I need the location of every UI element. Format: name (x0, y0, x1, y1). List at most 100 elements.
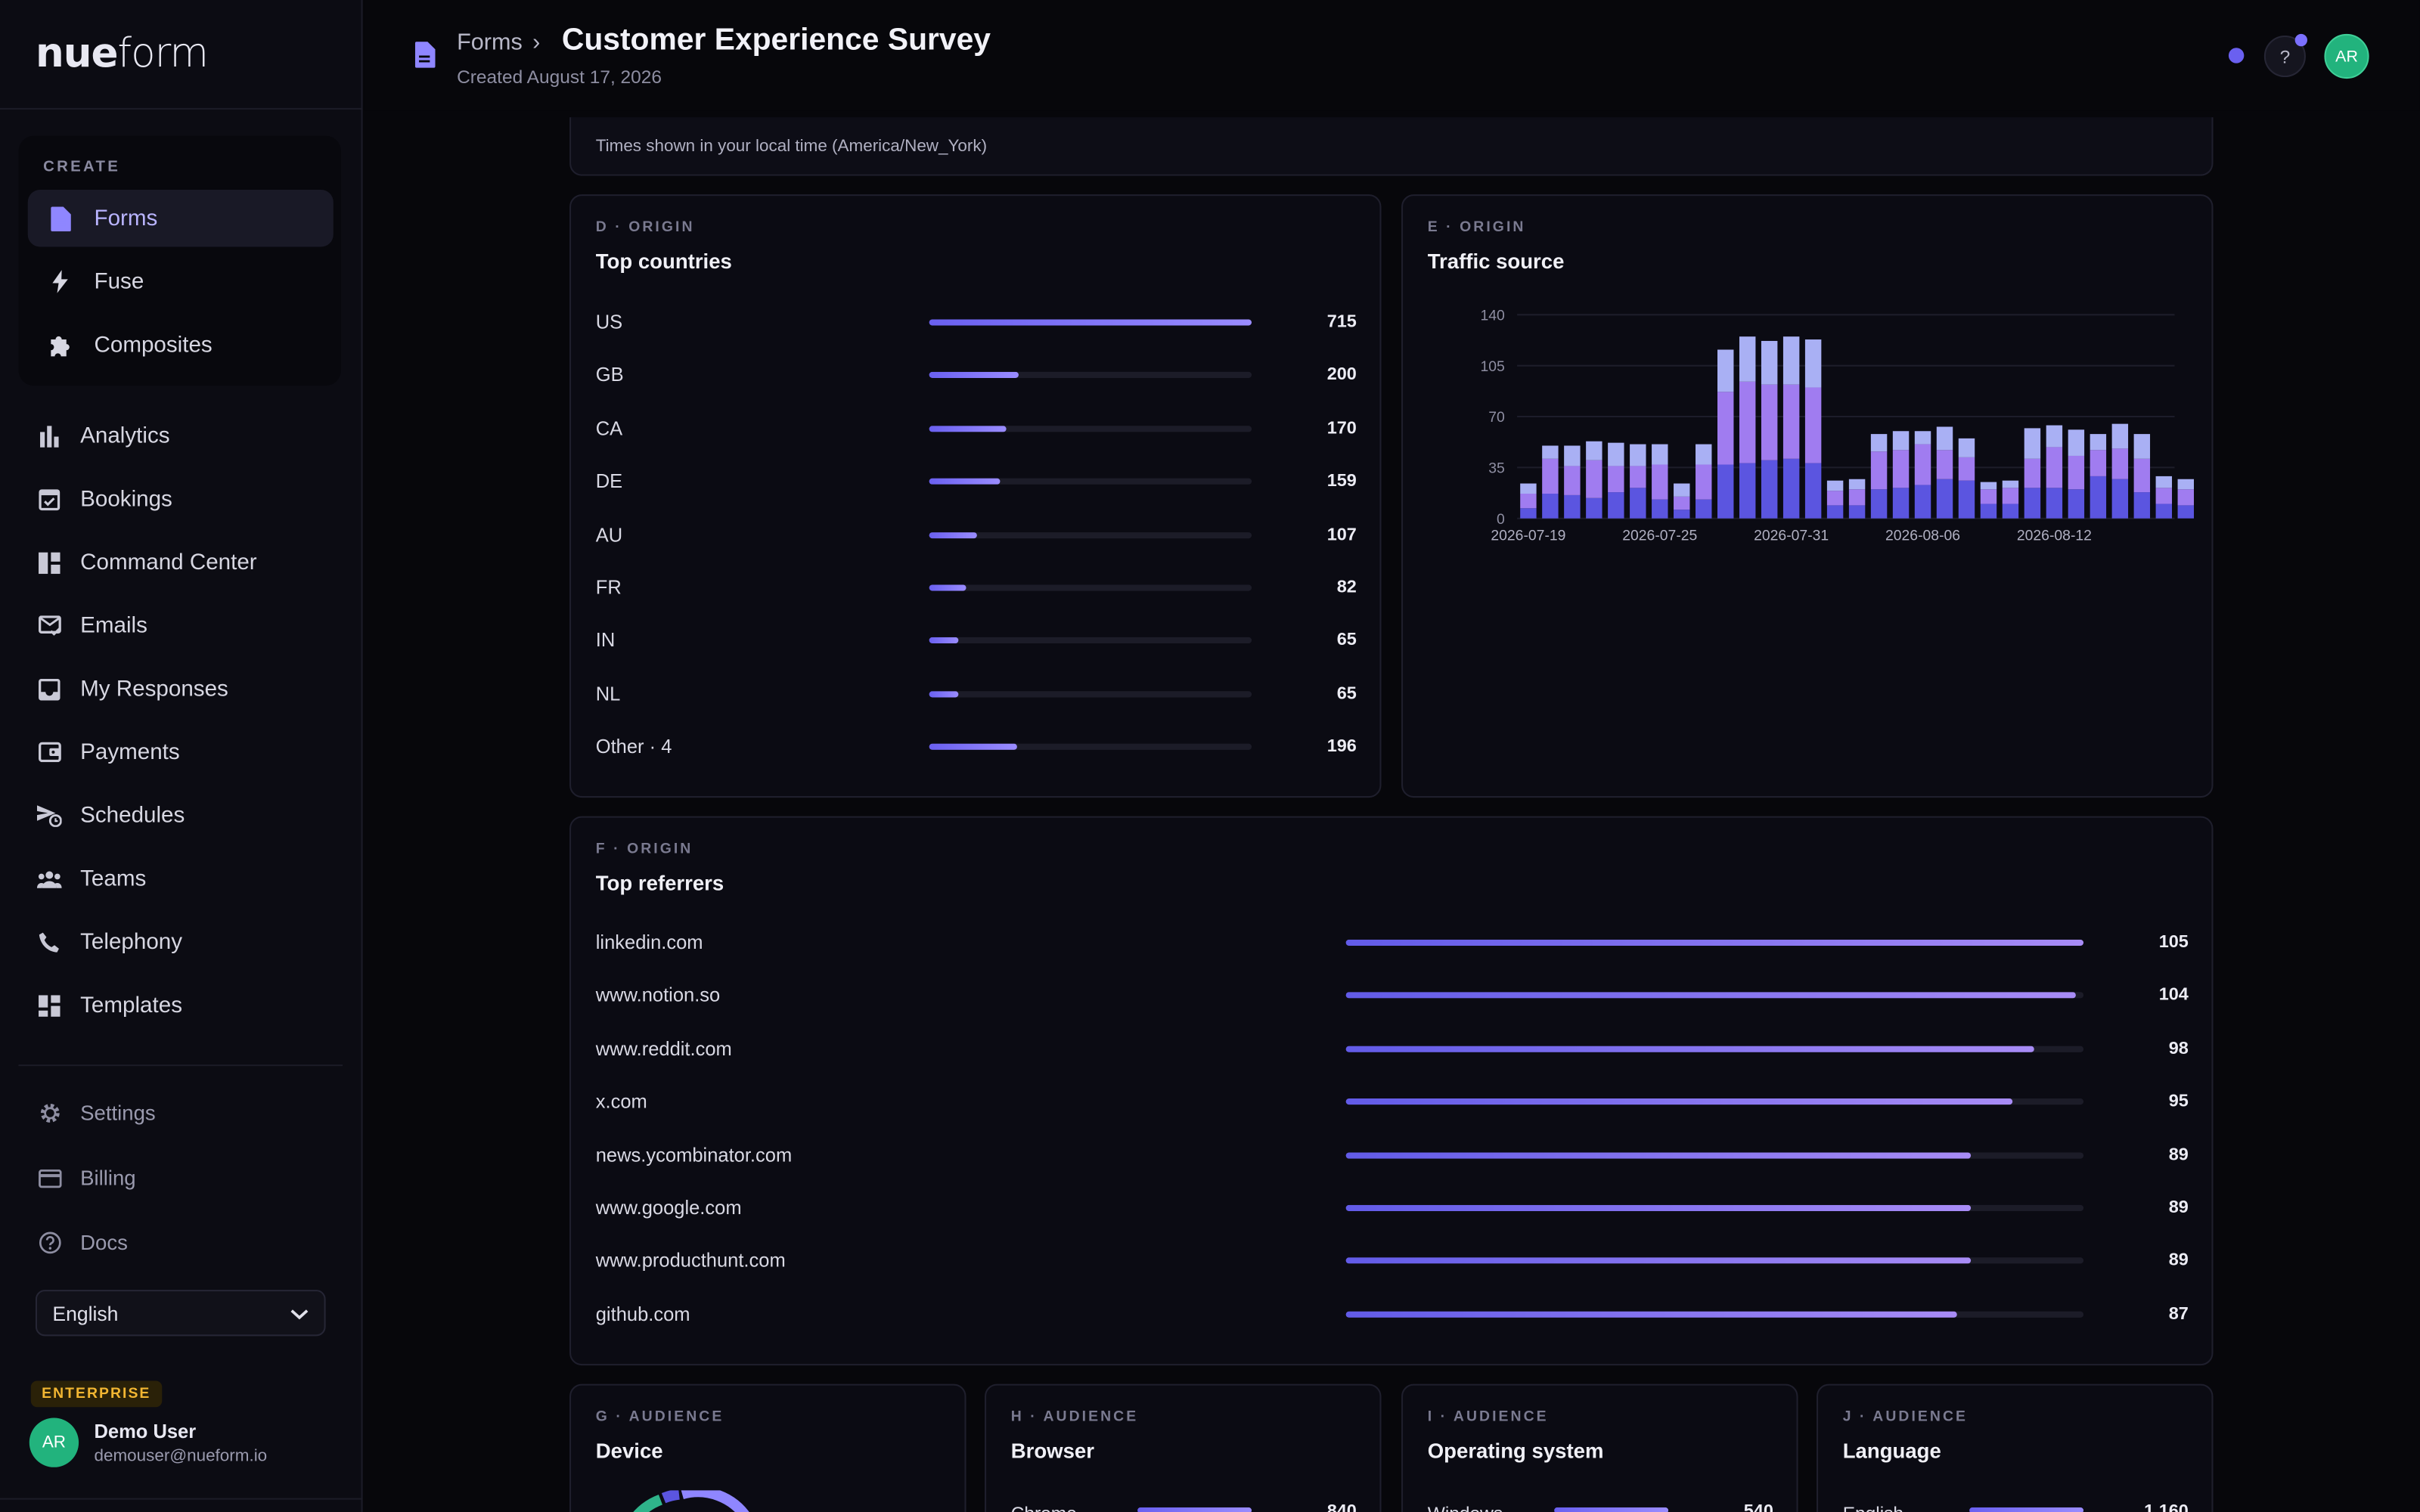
bar-segment[interactable] (2111, 448, 2129, 479)
bar-segment[interactable] (1782, 336, 1800, 385)
bar-segment[interactable] (1717, 392, 1734, 465)
user-avatar[interactable]: AR (29, 1418, 79, 1467)
bar-segment[interactable] (1958, 457, 1975, 481)
bar-segment[interactable] (1848, 505, 1866, 519)
bar-segment[interactable] (2024, 428, 2041, 459)
bar-segment[interactable] (1586, 460, 1602, 498)
breadcrumb-forms[interactable]: Forms (457, 29, 523, 56)
bar-segment[interactable] (1870, 451, 1888, 490)
bar-segment[interactable] (2046, 425, 2063, 448)
bar-segment[interactable] (1914, 485, 1931, 519)
bar-segment[interactable] (2068, 429, 2085, 456)
sidebar-item-command-center[interactable]: Command Center (18, 534, 343, 591)
bar-segment[interactable] (1630, 488, 1646, 519)
bar-segment[interactable] (1936, 450, 1953, 479)
bar-segment[interactable] (1892, 431, 1910, 451)
bar-segment[interactable] (1586, 497, 1602, 519)
bar-segment[interactable] (2133, 434, 2151, 459)
sidebar-item-fuse[interactable]: Fuse (28, 253, 334, 311)
sidebar-item-docs[interactable]: Docs (18, 1214, 343, 1272)
bar-segment[interactable] (1826, 505, 1844, 519)
bar-segment[interactable] (1848, 489, 1866, 506)
sidebar-item-my-responses[interactable]: My Responses (18, 660, 343, 717)
bar-segment[interactable] (2002, 503, 2019, 519)
bar-segment[interactable] (1914, 444, 1931, 485)
sidebar-item-forms[interactable]: Forms (27, 190, 334, 247)
sidebar-item-billing[interactable]: Billing (18, 1149, 343, 1207)
bar-segment[interactable] (1542, 493, 1559, 519)
bar-segment[interactable] (1804, 339, 1822, 388)
bar-segment[interactable] (1674, 496, 1690, 510)
bar-segment[interactable] (2046, 488, 2063, 519)
bar-segment[interactable] (1696, 444, 1712, 465)
sidebar-item-telephony[interactable]: Telephony (18, 913, 343, 971)
bar-segment[interactable] (1630, 444, 1646, 466)
bar-segment[interactable] (1520, 483, 1537, 494)
bar-segment[interactable] (1782, 458, 1800, 519)
bar-segment[interactable] (1696, 464, 1712, 500)
bar-segment[interactable] (2177, 479, 2194, 490)
bar-segment[interactable] (1936, 426, 1953, 451)
bar-segment[interactable] (1652, 464, 1668, 500)
bar-segment[interactable] (1739, 336, 1756, 382)
bar-segment[interactable] (2002, 480, 2019, 488)
bar-segment[interactable] (2090, 450, 2107, 476)
bar-segment[interactable] (2046, 447, 2063, 488)
bar-segment[interactable] (1761, 460, 1778, 519)
bar-segment[interactable] (1892, 450, 1910, 488)
bar-segment[interactable] (1870, 489, 1888, 519)
bar-segment[interactable] (1848, 479, 1866, 490)
bar-segment[interactable] (1870, 434, 1888, 452)
bar-segment[interactable] (1608, 466, 1624, 493)
bar-segment[interactable] (1608, 492, 1624, 519)
sidebar-item-composites[interactable]: Composites (28, 316, 334, 373)
bar-segment[interactable] (1652, 444, 1668, 465)
bar-segment[interactable] (1542, 445, 1559, 459)
bar-segment[interactable] (2177, 505, 2194, 519)
bar-segment[interactable] (2024, 458, 2041, 488)
bar-segment[interactable] (1980, 503, 1997, 519)
bar-segment[interactable] (1826, 491, 1844, 506)
bar-segment[interactable] (1782, 384, 1800, 459)
bar-segment[interactable] (1980, 489, 1997, 504)
bar-segment[interactable] (1826, 480, 1844, 491)
sidebar-item-emails[interactable]: Emails (18, 597, 343, 655)
bar-segment[interactable] (1914, 431, 1931, 445)
bar-segment[interactable] (1717, 349, 1734, 392)
bar-segment[interactable] (1958, 480, 1975, 519)
bar-segment[interactable] (2155, 503, 2173, 519)
bar-segment[interactable] (1564, 466, 1581, 495)
bar-segment[interactable] (2024, 488, 2041, 519)
bar-segment[interactable] (2111, 423, 2129, 449)
bar-segment[interactable] (1630, 466, 1646, 488)
bar-segment[interactable] (1717, 464, 1734, 519)
bar-segment[interactable] (1739, 463, 1756, 519)
bar-segment[interactable] (2090, 476, 2107, 519)
bar-segment[interactable] (1696, 499, 1712, 519)
bar-segment[interactable] (1936, 479, 1953, 519)
bar-segment[interactable] (1542, 458, 1559, 494)
bar-segment[interactable] (1520, 508, 1537, 519)
sidebar-item-bookings[interactable]: Bookings (18, 470, 343, 528)
bar-segment[interactable] (2090, 434, 2107, 451)
bar-segment[interactable] (2068, 455, 2085, 490)
sidebar-item-teams[interactable]: Teams (18, 850, 343, 907)
language-select[interactable]: English (35, 1290, 326, 1337)
bar-segment[interactable] (1586, 441, 1602, 460)
sidebar-item-settings[interactable]: Settings (18, 1085, 343, 1142)
bar-segment[interactable] (2068, 489, 2085, 519)
bar-segment[interactable] (1674, 483, 1690, 497)
sidebar-item-schedules[interactable]: Schedules (18, 787, 343, 844)
bar-segment[interactable] (1958, 438, 1975, 457)
bar-segment[interactable] (1761, 340, 1778, 385)
bar-segment[interactable] (1804, 463, 1822, 519)
bar-segment[interactable] (1520, 493, 1537, 509)
bar-segment[interactable] (1761, 384, 1778, 460)
bar-segment[interactable] (2133, 492, 2151, 519)
bar-segment[interactable] (2155, 476, 2173, 488)
bar-segment[interactable] (2155, 488, 2173, 504)
sidebar-item-templates[interactable]: Templates (18, 977, 343, 1034)
bar-segment[interactable] (1674, 510, 1690, 519)
bar-segment[interactable] (1652, 499, 1668, 519)
sidebar-item-analytics[interactable]: Analytics (18, 407, 343, 465)
